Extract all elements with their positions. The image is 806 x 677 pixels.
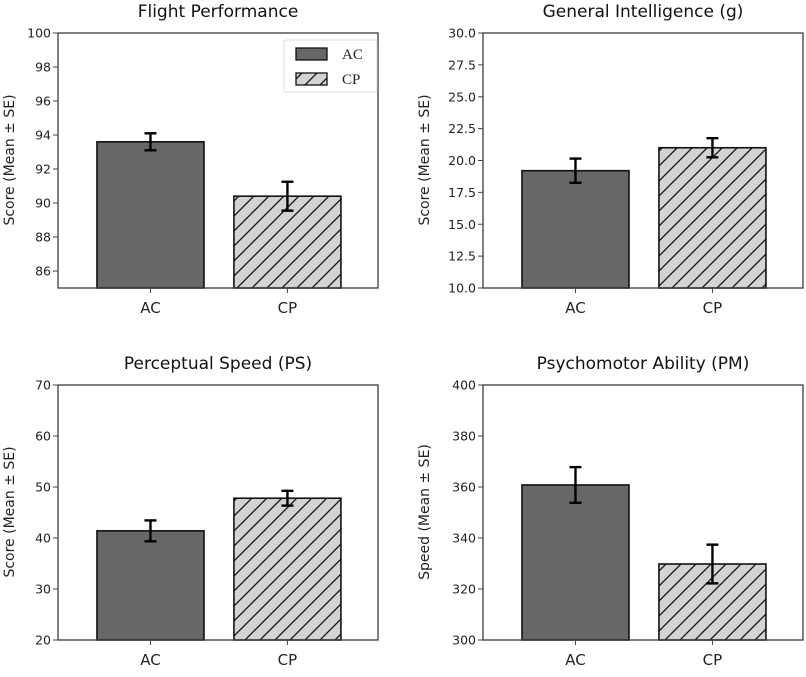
plot-area: 10.0 12.5 15.0 17.5 20.0 22.5 25.0 27.5 30.0 AC CP — [448, 26, 804, 317]
bar-cp — [658, 146, 767, 289]
y-tick-label: 86 — [35, 264, 51, 279]
y-tick-label: 50 — [35, 480, 51, 495]
y-tick-label: 30.0 — [448, 26, 476, 41]
panel-general-intelligence: General Intelligence (g) Score (Mean ± S… — [417, 2, 804, 317]
y-tick-label: 10.0 — [448, 281, 476, 296]
x-tick-label: CP — [703, 651, 723, 669]
y-tick-label: 400 — [452, 378, 476, 393]
chart-title: General Intelligence (g) — [543, 2, 744, 22]
plot-area: 20 30 40 50 60 70 AC CP — [35, 378, 379, 669]
legend-swatch-ac — [295, 47, 328, 61]
chart-title: Flight Performance — [138, 2, 299, 22]
plot-frame-outline — [57, 32, 379, 289]
y-tick-label: 30 — [35, 582, 51, 597]
x-tick-label: CP — [703, 299, 723, 317]
x-tick-label: CP — [278, 299, 298, 317]
x-tick-label: AC — [565, 651, 585, 669]
bar-cp — [233, 497, 342, 641]
y-tick-label: 340 — [452, 531, 476, 546]
plot-area: 300 320 340 360 380 400 AC CP — [452, 378, 804, 669]
y-tick-label: 25.0 — [448, 89, 476, 104]
y-tick-label: 17.5 — [448, 185, 476, 200]
panel-psychomotor-ability: Psychomotor Ability (PM) Speed (Mean ± S… — [417, 354, 804, 669]
bar-ac — [96, 141, 205, 289]
legend-label-cp: CP — [342, 72, 360, 88]
y-tick-label: 88 — [35, 230, 51, 245]
y-tick-label: 20 — [35, 633, 51, 648]
chart-title: Perceptual Speed (PS) — [124, 354, 312, 374]
x-tick-label: AC — [140, 299, 160, 317]
y-tick-label: 70 — [35, 378, 51, 393]
bar-ac — [521, 169, 630, 289]
plot-frame-outline — [482, 384, 804, 641]
y-axis-label: Score (Mean ± SE) — [417, 94, 433, 225]
y-axis-label: Score (Mean ± SE) — [2, 446, 18, 577]
panel-perceptual-speed: Perceptual Speed (PS) Score (Mean ± SE) … — [2, 354, 379, 669]
chart-title: Psychomotor Ability (PM) — [537, 354, 750, 374]
y-tick-label: 300 — [452, 633, 476, 648]
y-tick-label: 20.0 — [448, 153, 476, 168]
y-axis-label: Speed (Mean ± SE) — [417, 444, 433, 580]
y-axis-label: Score (Mean ± SE) — [2, 94, 18, 225]
y-tick-label: 94 — [35, 128, 51, 143]
x-tick-label: AC — [140, 651, 160, 669]
y-tick-label: 12.5 — [448, 249, 476, 264]
panel-flight-performance: Flight Performance Score (Mean ± SE) 86 8… — [2, 2, 379, 317]
legend-swatch-cp — [295, 72, 328, 86]
y-tick-label: 90 — [35, 196, 51, 211]
y-tick-label: 15.0 — [448, 217, 476, 232]
y-tick-label: 60 — [35, 429, 51, 444]
legend-label-ac: AC — [342, 47, 363, 63]
bar-ac — [521, 484, 630, 641]
y-tick-label: 320 — [452, 582, 476, 597]
y-tick-label: 40 — [35, 531, 51, 546]
bar-ac — [96, 530, 205, 641]
plot-frame-outline — [57, 384, 379, 641]
y-tick-label: 27.5 — [448, 57, 476, 72]
x-tick-label: AC — [565, 299, 585, 317]
y-tick-label: 360 — [452, 480, 476, 495]
x-tick-label: CP — [278, 651, 298, 669]
y-tick-label: 98 — [35, 60, 51, 75]
y-tick-label: 100 — [27, 26, 51, 41]
legend: AC CP — [283, 39, 378, 93]
y-tick-label: 92 — [35, 162, 51, 177]
y-tick-label: 22.5 — [448, 121, 476, 136]
plot-frame-outline — [482, 32, 804, 289]
y-tick-label: 96 — [35, 94, 51, 109]
y-tick-label: 380 — [452, 429, 476, 444]
